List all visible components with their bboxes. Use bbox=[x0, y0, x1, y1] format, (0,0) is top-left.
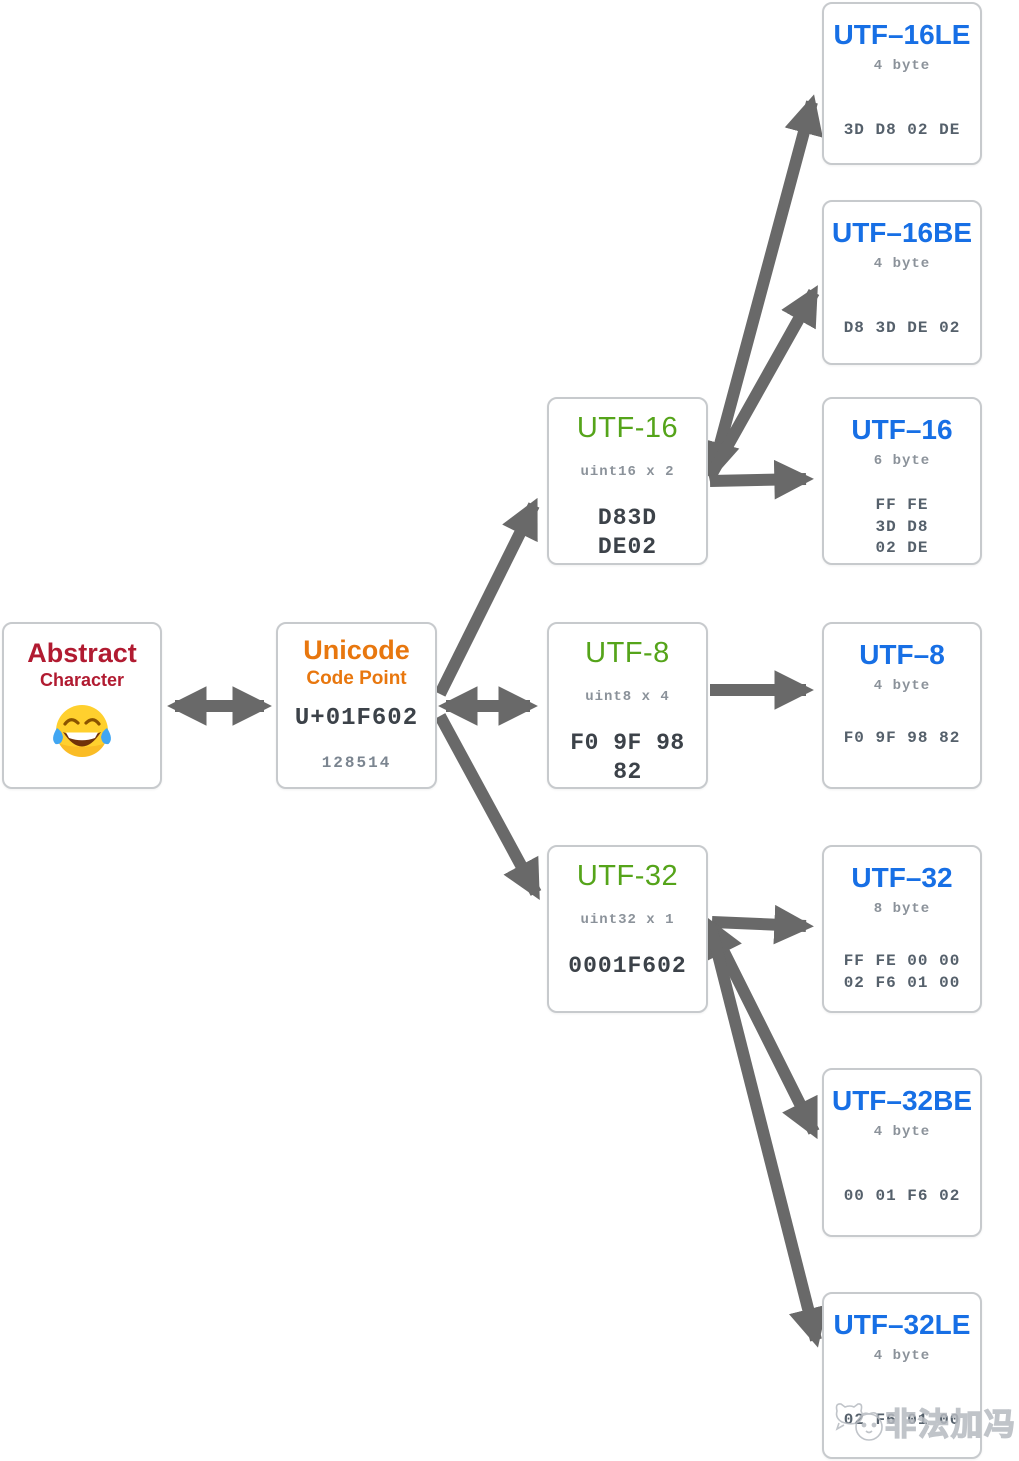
arrow-utf16-le bbox=[701, 94, 823, 482]
utf32le-title: UTF–32LE bbox=[833, 1309, 971, 1340]
watermark-doodle-icon bbox=[835, 1403, 883, 1441]
utf16bom-bytes: FF FE 3D D8 02 DE bbox=[875, 495, 928, 560]
utf8-form-value: F0 9F 98 82 bbox=[570, 730, 685, 785]
node-utf16be-scheme: UTF–16BE 4 byte D8 3D DE 02 bbox=[822, 200, 982, 365]
utf32bom-bytes: FF FE 00 00 02 F6 01 00 bbox=[844, 951, 961, 994]
utf8-scheme-bytes: F0 9F 98 82 bbox=[843, 729, 961, 747]
utf8-form-title: UTF-8 bbox=[585, 637, 670, 669]
arrow-utf32-bom bbox=[711, 904, 814, 945]
utf16bom-byte-line: FF FE bbox=[875, 496, 929, 514]
arrow-utf16-be bbox=[704, 285, 820, 480]
arrow-utf32-le bbox=[705, 925, 828, 1348]
utf16be-title: UTF–16BE bbox=[831, 217, 973, 248]
utf16be-bytes: D8 3D DE 02 bbox=[843, 319, 961, 337]
utf16-value-line: DE02 bbox=[597, 533, 658, 560]
utf32bom-size: 8 byte bbox=[873, 901, 931, 917]
node-utf16le-scheme: UTF–16LE 4 byte 3D D8 02 DE bbox=[822, 2, 982, 165]
utf16le-title: UTF–16LE bbox=[833, 19, 971, 50]
node-utf8-form: UTF-8 uint8 x 4 F0 9F 98 82 bbox=[547, 622, 708, 789]
utf32bom-byte-line: 02 F6 01 00 bbox=[843, 973, 961, 992]
utf16bom-size: 6 byte bbox=[873, 453, 931, 469]
abstract-title: Abstract bbox=[27, 638, 137, 668]
node-utf32bom-scheme: UTF–32 8 byte FF FE 00 00 02 F6 01 00 bbox=[822, 845, 982, 1013]
node-utf16bom-scheme: UTF–16 6 byte FF FE 3D D8 02 DE bbox=[822, 397, 982, 565]
utf32-form-value: 0001F602 bbox=[568, 953, 687, 979]
watermark: 非法加冯 bbox=[833, 1397, 1017, 1445]
utf16le-size: 4 byte bbox=[873, 58, 931, 74]
arrow-utf16-bom bbox=[709, 459, 814, 500]
utf32be-title: UTF–32BE bbox=[831, 1085, 973, 1116]
codepoint-value: U+01F602 bbox=[294, 705, 419, 732]
utf16-form-unit: uint16 x 2 bbox=[580, 464, 675, 480]
utf8-scheme-title: UTF–8 bbox=[859, 639, 945, 670]
arrow-codepoint-utf16 bbox=[434, 497, 540, 697]
utf32bom-byte-line: FF FE 00 00 bbox=[843, 952, 961, 970]
utf16bom-byte-line: 02 DE bbox=[875, 539, 929, 558]
utf32-form-title: UTF-32 bbox=[576, 860, 679, 892]
codepoint-title: Unicode bbox=[303, 635, 410, 665]
node-utf16-form: UTF-16 uint16 x 2 D83D DE02 bbox=[547, 397, 708, 565]
node-utf32be-scheme: UTF–32BE 4 byte 00 01 F6 02 bbox=[822, 1068, 982, 1237]
node-utf8-scheme: UTF–8 4 byte F0 9F 98 82 bbox=[822, 622, 982, 789]
utf32le-size: 4 byte bbox=[873, 1348, 931, 1364]
abstract-subtitle: Character bbox=[39, 670, 125, 690]
utf16le-bytes: 3D D8 02 DE bbox=[843, 121, 961, 139]
utf16-value-line: D83D bbox=[597, 505, 658, 531]
utf16-form-title: UTF-16 bbox=[576, 412, 679, 444]
utf16-form-value: D83D DE02 bbox=[598, 504, 657, 562]
node-abstract-character: Abstract Character bbox=[2, 622, 162, 789]
utf16be-size: 4 byte bbox=[873, 256, 931, 272]
node-unicode-codepoint: Unicode Code Point U+01F602 128514 bbox=[276, 622, 437, 789]
arrow-codepoint-utf32 bbox=[434, 713, 542, 900]
utf32-form-unit: uint32 x 1 bbox=[580, 912, 675, 928]
codepoint-decimal: 128514 bbox=[321, 754, 392, 772]
utf8-scheme-size: 4 byte bbox=[873, 678, 931, 694]
node-utf32-form: UTF-32 uint32 x 1 0001F602 bbox=[547, 845, 708, 1013]
arrow-utf32-be bbox=[704, 916, 820, 1140]
utf32be-bytes: 00 01 F6 02 bbox=[843, 1187, 961, 1205]
utf16bom-byte-line: 3D D8 bbox=[875, 517, 929, 536]
codepoint-subtitle: Code Point bbox=[306, 668, 407, 689]
watermark-text: 非法加冯 bbox=[884, 1406, 1017, 1442]
utf8-form-unit: uint8 x 4 bbox=[585, 689, 670, 705]
face-with-tears-of-joy-emoji bbox=[49, 701, 115, 768]
utf32be-size: 4 byte bbox=[873, 1124, 931, 1140]
utf32bom-title: UTF–32 bbox=[851, 862, 953, 893]
utf16bom-title: UTF–16 bbox=[851, 414, 953, 445]
